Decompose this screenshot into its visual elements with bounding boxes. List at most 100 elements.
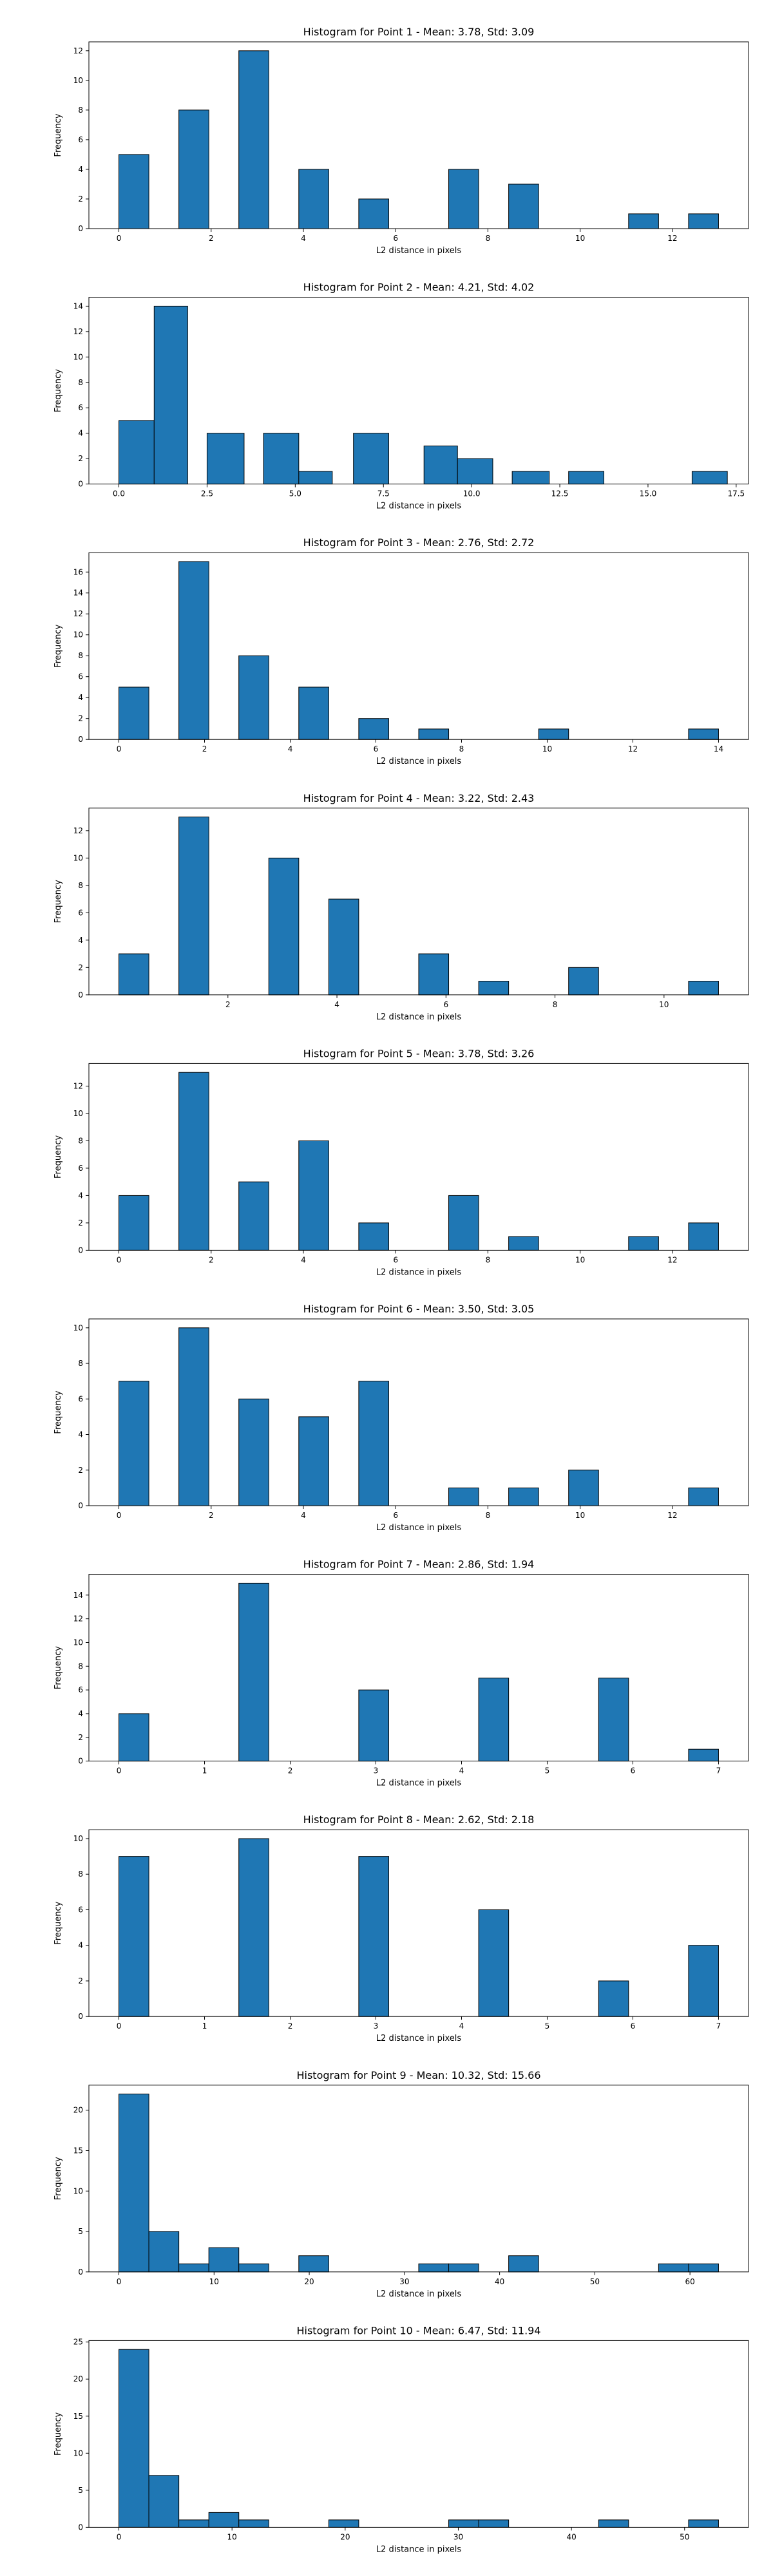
y-tick-label: 8 bbox=[78, 651, 83, 660]
histogram-bar bbox=[688, 981, 719, 996]
histogram-bar bbox=[238, 1398, 269, 1506]
x-tick-label: 0 bbox=[117, 1255, 122, 1264]
histogram-bar bbox=[238, 2519, 269, 2528]
x-tick-label: 12 bbox=[667, 1255, 677, 1264]
x-axis-label: L2 distance in pixels bbox=[376, 1012, 462, 1022]
x-tick-label: 10 bbox=[209, 2277, 219, 2286]
histogram-bar bbox=[448, 169, 479, 229]
histogram-bar bbox=[568, 1470, 599, 1506]
histogram-bar bbox=[688, 1748, 719, 1762]
x-tick-label: 0 bbox=[117, 1766, 122, 1776]
y-tick-label: 6 bbox=[78, 403, 83, 412]
x-tick-label: 2 bbox=[202, 744, 207, 753]
histogram-bar bbox=[119, 687, 149, 740]
y-tick-label: 12 bbox=[73, 46, 83, 55]
x-tick-label: 2 bbox=[288, 2022, 293, 2031]
y-tick-label: 4 bbox=[78, 936, 83, 945]
histogram-bar bbox=[119, 1381, 149, 1506]
x-tick-label: 0 bbox=[117, 2532, 122, 2541]
x-axis-label: L2 distance in pixels bbox=[376, 1267, 462, 1277]
x-tick-label: 0.0 bbox=[113, 489, 125, 498]
x-tick-label: 0 bbox=[117, 744, 122, 753]
y-tick-label: 0 bbox=[78, 2012, 83, 2021]
y-tick-label: 8 bbox=[78, 1359, 83, 1368]
y-tick-label: 10 bbox=[73, 76, 83, 85]
y-tick-label: 20 bbox=[73, 2106, 83, 2115]
y-axis-label: Frequency bbox=[53, 1646, 63, 1689]
histogram-bar bbox=[119, 154, 149, 229]
x-tick-label: 14 bbox=[714, 744, 723, 753]
y-tick-label: 6 bbox=[78, 1164, 83, 1173]
y-tick-label: 2 bbox=[78, 1733, 83, 1742]
axes-frame bbox=[88, 1574, 749, 1762]
y-tick-label: 2 bbox=[78, 714, 83, 723]
x-tick-label: 40 bbox=[566, 2532, 576, 2541]
x-tick-label: 10 bbox=[659, 1000, 669, 1009]
y-tick-label: 10 bbox=[73, 1323, 83, 1332]
histogram-bar bbox=[119, 1195, 149, 1251]
x-tick-label: 6 bbox=[443, 1000, 448, 1009]
y-tick-label: 2 bbox=[78, 454, 83, 463]
x-tick-label: 7 bbox=[716, 2022, 721, 2031]
y-tick-label: 12 bbox=[73, 327, 83, 336]
histogram-bar bbox=[478, 1909, 510, 2017]
x-tick-label: 12 bbox=[628, 744, 638, 753]
x-tick-label: 10.0 bbox=[463, 489, 481, 498]
y-tick-label: 12 bbox=[73, 826, 83, 835]
y-tick-label: 14 bbox=[73, 301, 83, 310]
histogram-bar bbox=[688, 2519, 719, 2528]
histogram-bar bbox=[238, 1582, 269, 1762]
histogram-bar bbox=[658, 2263, 689, 2273]
histogram-bar bbox=[328, 898, 359, 996]
x-tick-label: 4 bbox=[301, 1511, 306, 1520]
histogram-bar bbox=[688, 1487, 719, 1506]
histogram-bar bbox=[328, 2519, 359, 2528]
y-tick-label: 0 bbox=[78, 735, 83, 744]
histogram-bar bbox=[688, 1945, 719, 2017]
y-tick-label: 4 bbox=[78, 165, 83, 174]
y-tick-label: 6 bbox=[78, 135, 83, 144]
y-tick-label: 0 bbox=[78, 224, 83, 233]
x-axis-label: L2 distance in pixels bbox=[376, 246, 462, 256]
x-tick-label: 8 bbox=[486, 1255, 491, 1264]
axes-frame bbox=[88, 1063, 749, 1251]
y-tick-label: 4 bbox=[78, 1709, 83, 1718]
histogram-bar bbox=[119, 1856, 149, 2017]
x-tick-label: 30 bbox=[399, 2277, 409, 2286]
y-axis-label: Frequency bbox=[53, 1901, 63, 1944]
x-tick-label: 10 bbox=[542, 744, 552, 753]
y-axis-label: Frequency bbox=[53, 1135, 63, 1179]
histogram-bar bbox=[178, 1327, 209, 1506]
histogram-bar bbox=[568, 471, 604, 485]
histogram-bar bbox=[148, 2475, 180, 2528]
histogram-bar bbox=[298, 2255, 329, 2273]
histogram-bar bbox=[478, 1678, 510, 1762]
y-tick-label: 2 bbox=[78, 1976, 83, 1985]
y-tick-label: 10 bbox=[73, 2186, 83, 2195]
histogram-bar bbox=[298, 169, 329, 229]
x-tick-label: 10 bbox=[227, 2532, 237, 2541]
y-tick-label: 8 bbox=[78, 1136, 83, 1145]
x-tick-label: 0 bbox=[117, 234, 122, 243]
histogram-bar bbox=[119, 953, 149, 996]
histogram-bar bbox=[178, 561, 209, 740]
y-tick-label: 8 bbox=[78, 106, 83, 115]
chart-title: Histogram for Point 7 - Mean: 2.86, Std:… bbox=[303, 1558, 535, 1571]
histogram-bar bbox=[268, 857, 300, 996]
histogram-bar bbox=[508, 1236, 539, 1251]
y-tick-label: 0 bbox=[78, 1501, 83, 1510]
histogram-bar bbox=[353, 433, 389, 485]
histogram-bar bbox=[298, 471, 333, 485]
y-tick-label: 14 bbox=[73, 1591, 83, 1600]
y-tick-label: 2 bbox=[78, 963, 83, 972]
x-tick-label: 3 bbox=[374, 2022, 379, 2031]
histogram-bar bbox=[448, 2519, 479, 2528]
y-axis-label: Frequency bbox=[53, 1390, 63, 1434]
histogram-bar bbox=[238, 1838, 269, 2017]
y-tick-label: 0 bbox=[78, 1757, 83, 1766]
x-tick-label: 2 bbox=[288, 1766, 293, 1776]
histogram-bar bbox=[178, 109, 209, 229]
y-tick-label: 25 bbox=[73, 2338, 83, 2347]
y-tick-label: 6 bbox=[78, 1685, 83, 1694]
